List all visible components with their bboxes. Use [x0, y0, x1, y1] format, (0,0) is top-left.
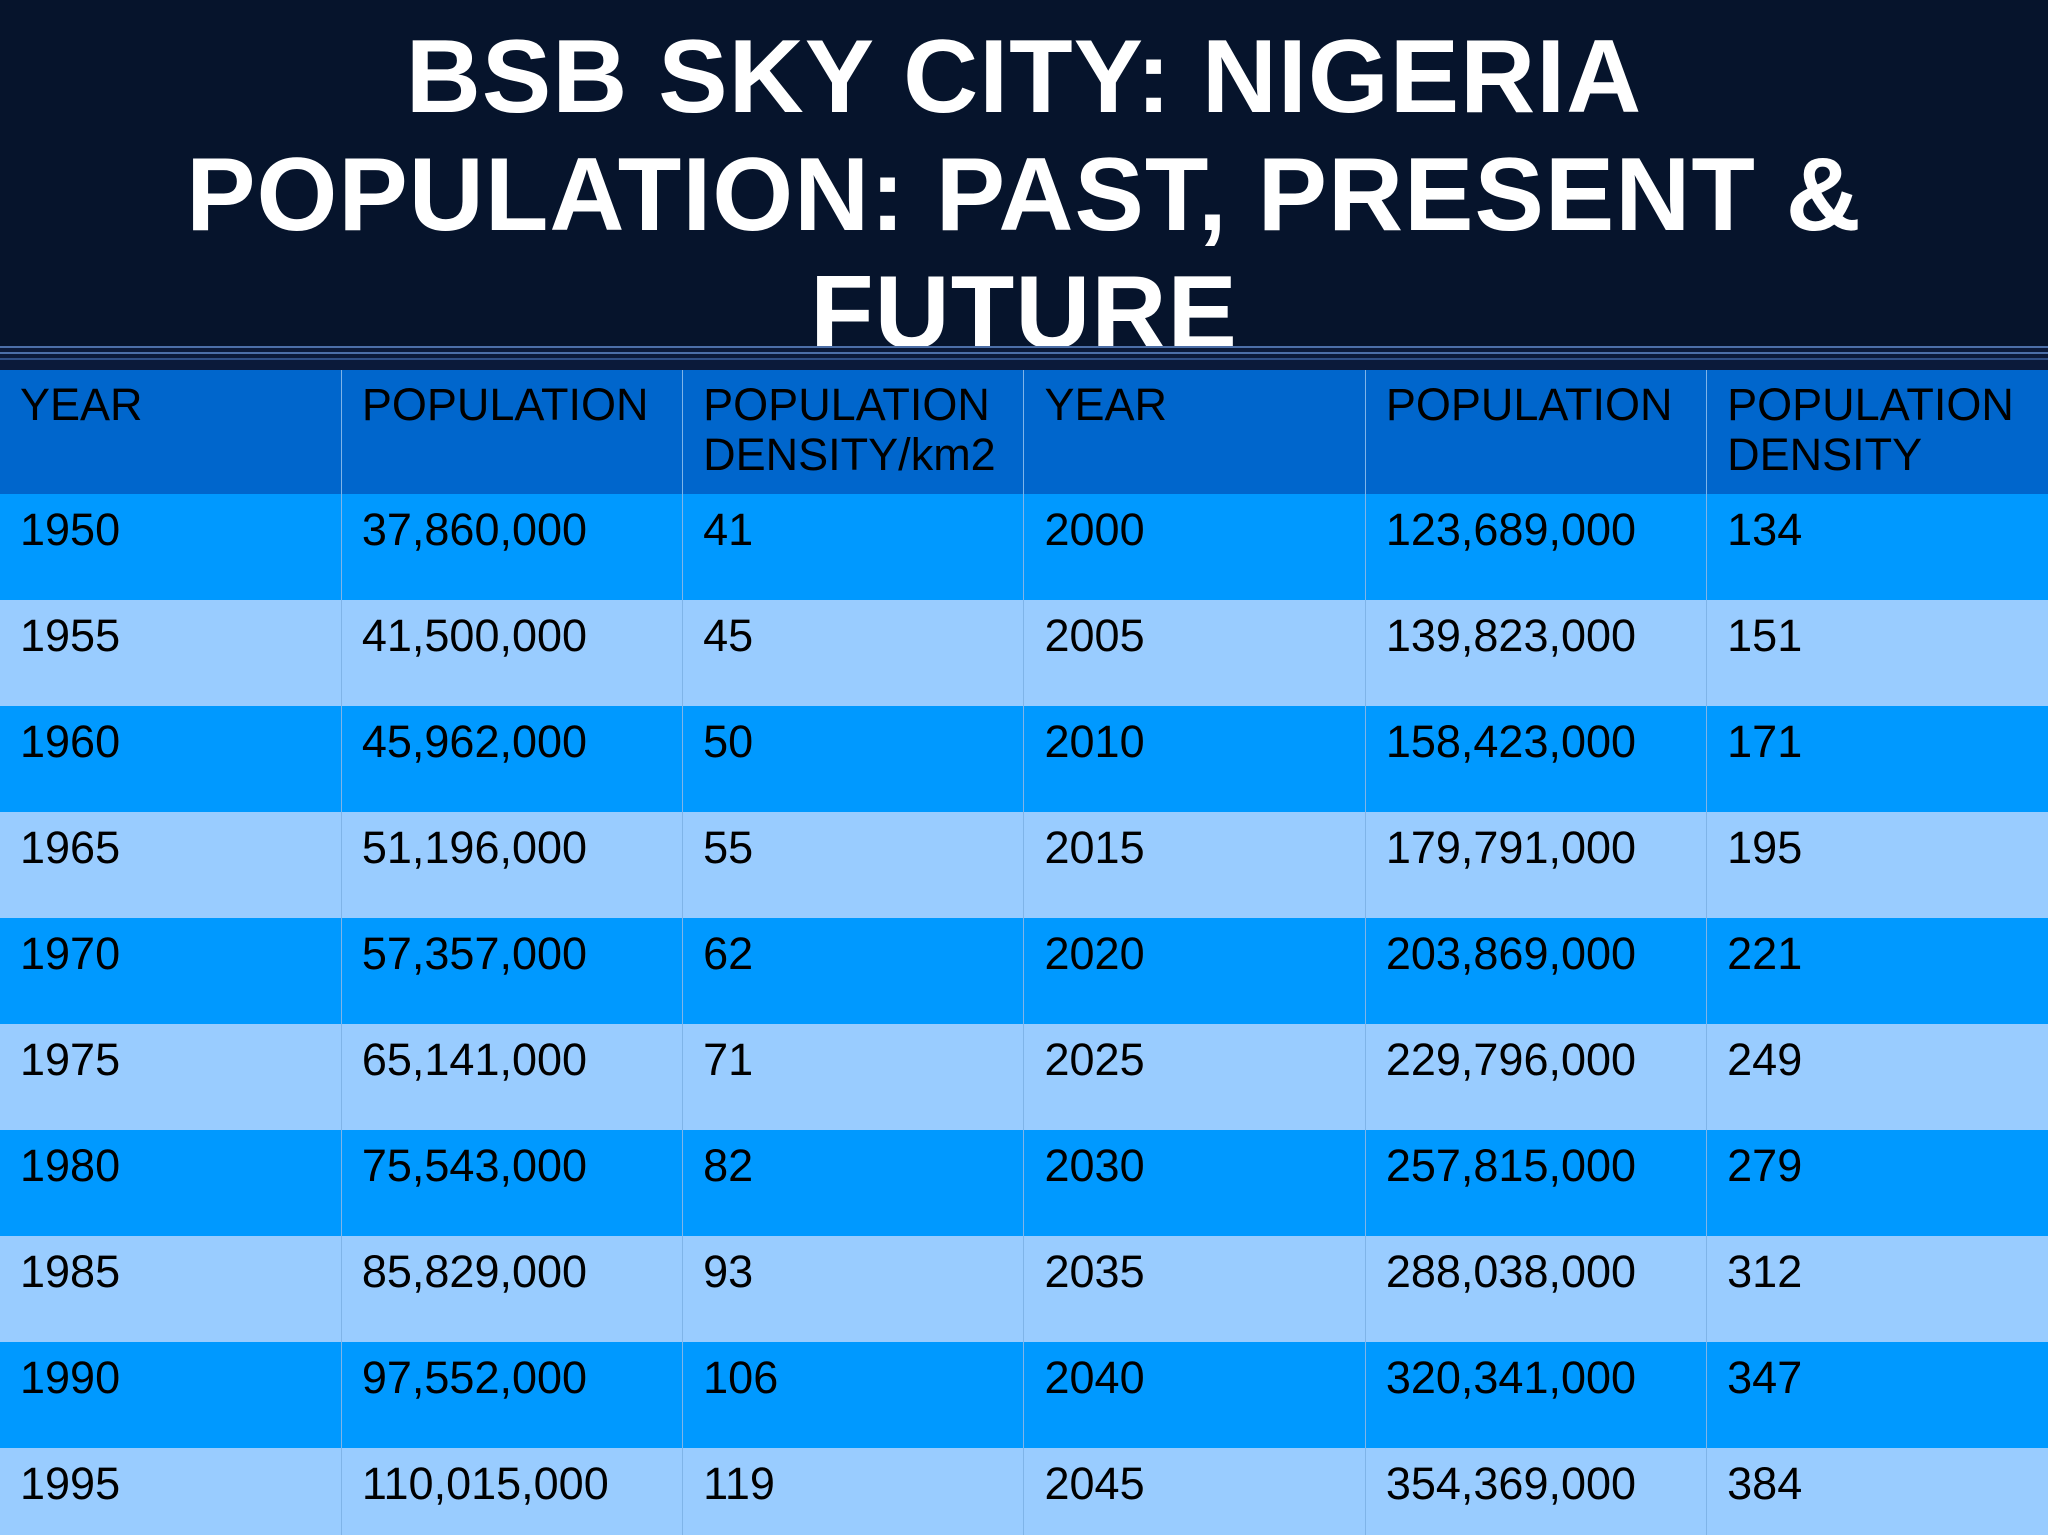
cell-density: 134 — [1706, 494, 2048, 600]
cell-population: 158,423,000 — [1364, 706, 1707, 812]
cell-population: 320,341,000 — [1364, 1342, 1707, 1448]
cell-density: 50 — [682, 706, 1024, 812]
cell-population: 45,962,000 — [340, 706, 683, 812]
cell-population: 354,369,000 — [1364, 1448, 1707, 1535]
population-table: YEAR POPULATION POPULATION DENSITY/km2 Y… — [0, 370, 2048, 1535]
cell-year: 2000 — [1023, 494, 1366, 600]
cell-density: 82 — [682, 1130, 1024, 1236]
cell-density: 384 — [1706, 1448, 2048, 1535]
header-population: POPULATION — [1364, 370, 1707, 494]
cell-population: 288,038,000 — [1364, 1236, 1707, 1342]
cell-density: 312 — [1706, 1236, 2048, 1342]
cell-year: 1970 — [20, 928, 121, 979]
table-row: 1950 37,860,000 41 2000 123,689,000 134 — [0, 494, 2048, 600]
cell-population: 57,357,000 — [340, 918, 683, 1024]
cell-year: 1950 — [20, 504, 121, 555]
table-row: 1980 75,543,000 82 2030 257,815,000 279 — [0, 1130, 2048, 1236]
cell-year: 2040 — [1023, 1342, 1366, 1448]
table-row: 1965 51,196,000 55 2015 179,791,000 195 — [0, 812, 2048, 918]
cell-population: 203,869,000 — [1364, 918, 1707, 1024]
cell-year: 2045 — [1023, 1448, 1366, 1535]
cell-density: 195 — [1706, 812, 2048, 918]
cell-population: 110,015,000 — [340, 1448, 683, 1535]
cell-density: 151 — [1706, 600, 2048, 706]
cell-density: 106 — [682, 1342, 1024, 1448]
title-divider — [0, 346, 2048, 348]
cell-year: 1980 — [20, 1140, 121, 1191]
cell-density: 347 — [1706, 1342, 2048, 1448]
header-year: YEAR — [20, 379, 143, 430]
cell-density: 249 — [1706, 1024, 2048, 1130]
cell-population: 123,689,000 — [1364, 494, 1707, 600]
cell-density: 62 — [682, 918, 1024, 1024]
cell-density: 279 — [1706, 1130, 2048, 1236]
title-bar: BSB SKY CITY: NIGERIA POPULATION: PAST, … — [0, 0, 2048, 346]
cell-density: 93 — [682, 1236, 1024, 1342]
cell-population: 179,791,000 — [1364, 812, 1707, 918]
cell-population: 85,829,000 — [340, 1236, 683, 1342]
cell-year: 1960 — [20, 716, 121, 767]
cell-year: 2015 — [1023, 812, 1366, 918]
cell-year: 2010 — [1023, 706, 1366, 812]
table-body: 1950 37,860,000 41 2000 123,689,000 134 1955 41… — [0, 494, 2048, 1535]
cell-year: 1990 — [20, 1352, 121, 1403]
cell-year: 1975 — [20, 1034, 121, 1085]
table-row: 1970 57,357,000 62 2020 203,869,000 221 — [0, 918, 2048, 1024]
cell-population: 65,141,000 — [340, 1024, 683, 1130]
cell-density: 45 — [682, 600, 1024, 706]
cell-population: 41,500,000 — [340, 600, 683, 706]
table-header-row: YEAR POPULATION POPULATION DENSITY/km2 Y… — [0, 370, 2048, 494]
cell-population: 37,860,000 — [340, 494, 683, 600]
header-population: POPULATION — [340, 370, 683, 494]
cell-year: 2030 — [1023, 1130, 1366, 1236]
cell-year: 2020 — [1023, 918, 1366, 1024]
table-row: 1955 41,500,000 45 2005 139,823,000 151 — [0, 600, 2048, 706]
cell-year: 2035 — [1023, 1236, 1366, 1342]
table-row: 1995 110,015,000 119 2045 354,369,000 384 — [0, 1448, 2048, 1535]
cell-population: 139,823,000 — [1364, 600, 1707, 706]
cell-population: 51,196,000 — [340, 812, 683, 918]
cell-density: 71 — [682, 1024, 1024, 1130]
header-year: YEAR — [1023, 370, 1366, 494]
title-divider — [0, 352, 2048, 354]
header-population-density: POPULATION DENSITY — [1706, 370, 2048, 494]
cell-density: 41 — [682, 494, 1024, 600]
header-population-density: POPULATION DENSITY/km2 — [682, 370, 1024, 494]
cell-year: 2025 — [1023, 1024, 1366, 1130]
cell-density: 119 — [682, 1448, 1024, 1535]
cell-density: 221 — [1706, 918, 2048, 1024]
cell-population: 97,552,000 — [340, 1342, 683, 1448]
table-row: 1985 85,829,000 93 2035 288,038,000 312 — [0, 1236, 2048, 1342]
cell-population: 257,815,000 — [1364, 1130, 1707, 1236]
cell-density: 171 — [1706, 706, 2048, 812]
cell-population: 229,796,000 — [1364, 1024, 1707, 1130]
cell-year: 1985 — [20, 1246, 121, 1297]
table-row: 1960 45,962,000 50 2010 158,423,000 171 — [0, 706, 2048, 812]
table-row: 1975 65,141,000 71 2025 229,796,000 249 — [0, 1024, 2048, 1130]
table-row: 1990 97,552,000 106 2040 320,341,000 347 — [0, 1342, 2048, 1448]
slide-title: BSB SKY CITY: NIGERIA POPULATION: PAST, … — [186, 19, 1862, 346]
title-divider — [0, 358, 2048, 360]
cell-density: 55 — [682, 812, 1024, 918]
cell-year: 1955 — [20, 610, 121, 661]
cell-population: 75,543,000 — [340, 1130, 683, 1236]
cell-year: 1965 — [20, 822, 121, 873]
cell-year: 1995 — [20, 1458, 121, 1509]
cell-year: 2005 — [1023, 600, 1366, 706]
